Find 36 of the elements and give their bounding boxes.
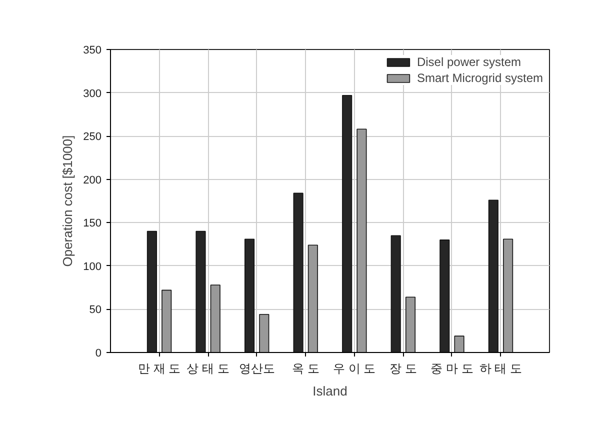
- x-tick-label: 하 태 도: [479, 362, 522, 376]
- y-tick-label: 300: [83, 88, 102, 100]
- bar: [308, 244, 318, 352]
- x-tick-label: 옥 도: [292, 362, 320, 376]
- bar: [503, 238, 514, 352]
- bar: [454, 336, 464, 352]
- x-tick-label: 만 재 도: [138, 362, 181, 376]
- bar: [259, 314, 270, 352]
- x-tick-label: 중 마 도: [430, 362, 474, 376]
- bar: [210, 284, 220, 352]
- y-tick-label: 50: [89, 304, 102, 316]
- bar: [146, 230, 157, 352]
- bar: [196, 230, 206, 352]
- y-tick-label: 200: [83, 174, 102, 186]
- bar: [390, 235, 401, 352]
- bar: [405, 296, 416, 352]
- bar: [440, 240, 450, 352]
- bar: [244, 238, 255, 352]
- bar: [293, 192, 304, 352]
- x-tick-label: 우 이 도: [333, 362, 376, 376]
- bar: [162, 290, 172, 352]
- y-tick-label: 150: [83, 218, 102, 230]
- x-tick-label: 장 도: [390, 362, 417, 376]
- y-tick-label: 350: [83, 44, 102, 56]
- bar: [356, 128, 367, 352]
- y-tick-label: 0: [95, 348, 102, 360]
- bar: [488, 200, 498, 352]
- x-tick-label: 상 태 도: [186, 362, 230, 376]
- bar: [342, 94, 352, 352]
- x-tick-label: 영산도: [238, 362, 275, 376]
- legend-label: Disel power system: [416, 55, 521, 69]
- legend-label: Smart Microgrid system: [416, 71, 543, 85]
- y-tick-label: 250: [83, 131, 102, 144]
- y-tick-label: 100: [83, 260, 102, 273]
- x-axis-title: Island: [312, 384, 348, 398]
- y-axis-title: Operation cost [$1000]: [60, 135, 76, 267]
